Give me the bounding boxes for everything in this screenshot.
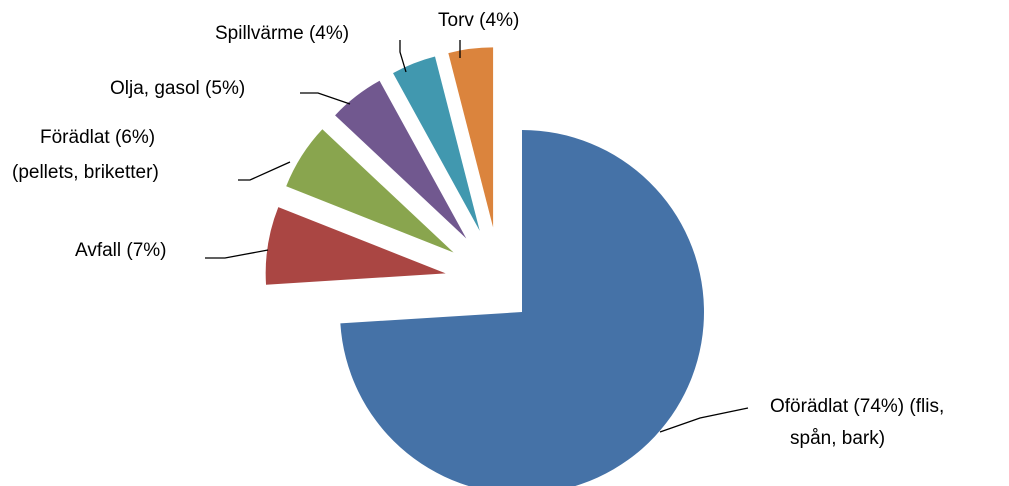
slice-label: Olja, gasol (5%) xyxy=(110,78,245,99)
leader-line xyxy=(205,249,269,259)
slice-label: Oförädlat (74%) (flis, xyxy=(770,396,944,417)
leader-line xyxy=(300,92,351,105)
pie-slice xyxy=(265,207,446,285)
leader-line xyxy=(659,407,749,433)
leader-line xyxy=(238,161,291,181)
slice-label: (pellets, briketter) xyxy=(12,162,159,183)
pie-slice xyxy=(286,129,454,253)
slice-label: spån, bark) xyxy=(790,428,885,449)
leader-line xyxy=(399,40,407,73)
slice-label: Förädlat (6%) xyxy=(40,127,155,148)
slice-label: Avfall (7%) xyxy=(75,240,167,261)
pie-slice xyxy=(393,56,480,231)
pie-slice xyxy=(335,80,467,239)
pie-slice xyxy=(448,47,494,228)
slice-label: Spillvärme (4%) xyxy=(215,23,349,44)
slice-label: Torv (4%) xyxy=(438,10,519,31)
pie-slice xyxy=(340,130,704,486)
